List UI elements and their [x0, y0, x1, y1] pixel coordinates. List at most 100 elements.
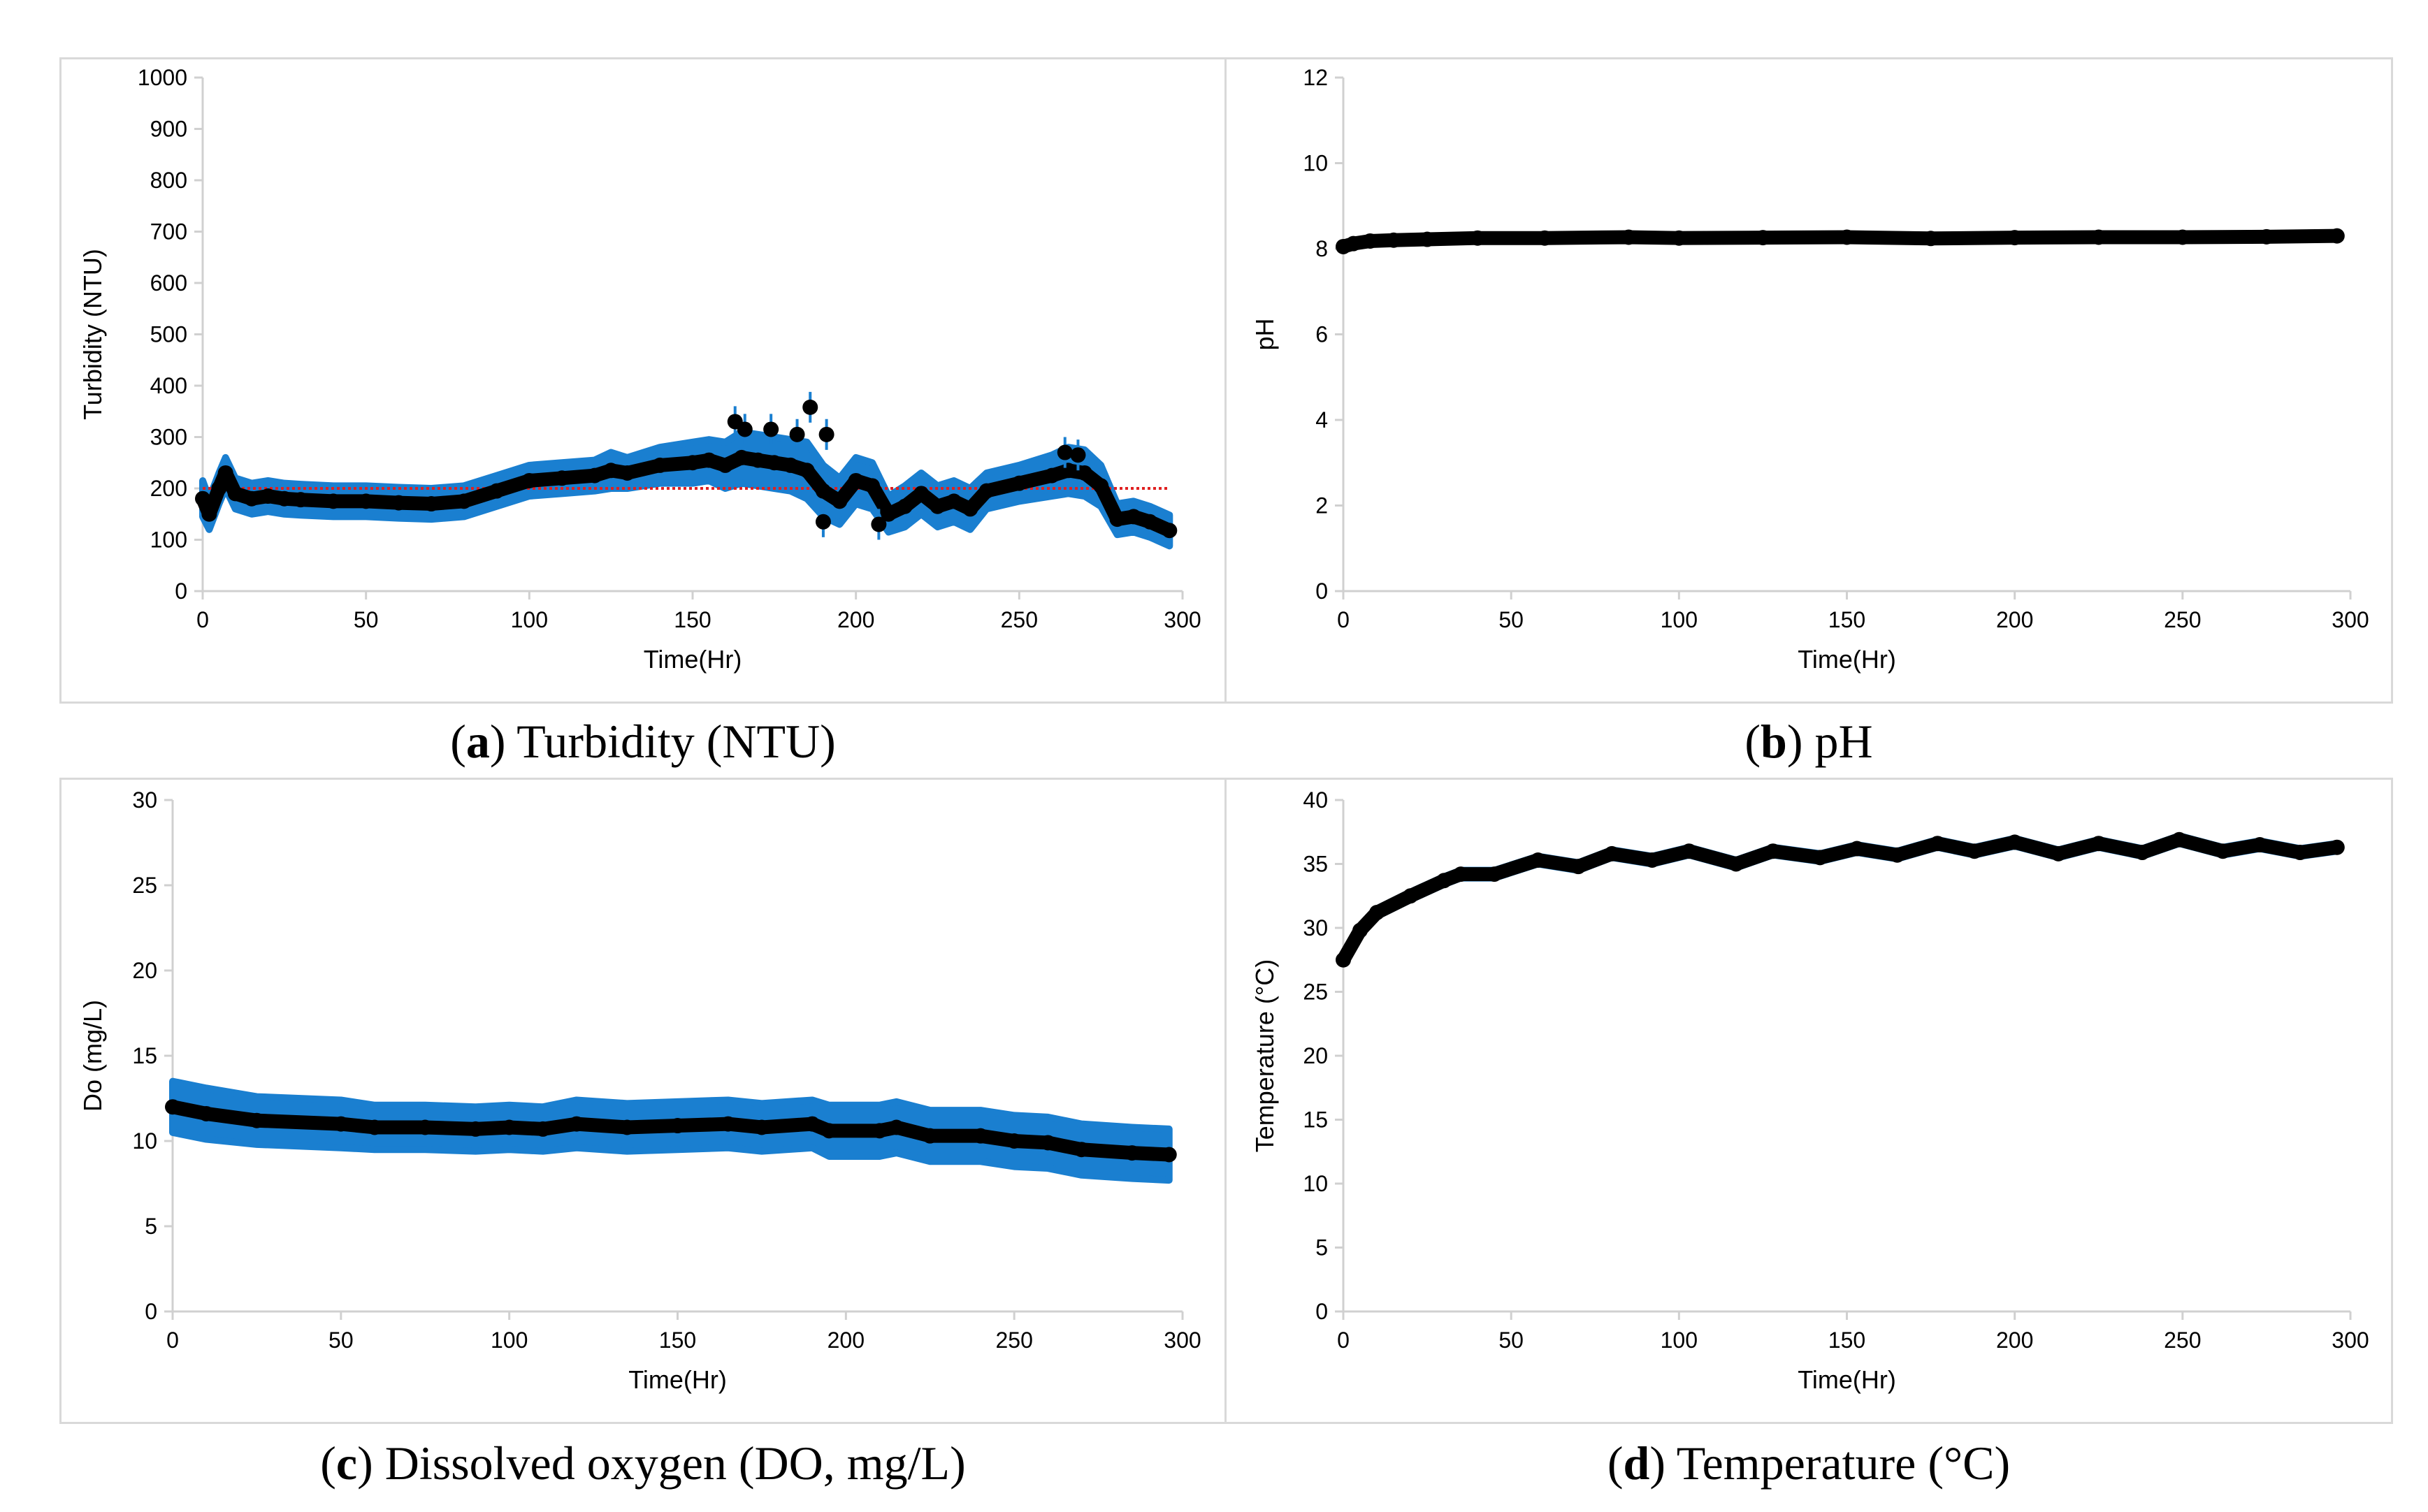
data-point	[211, 481, 227, 496]
y-tick-label: 100	[150, 528, 187, 553]
data-point	[198, 1105, 215, 1121]
outlier-point	[789, 426, 805, 442]
data-point	[1889, 847, 1905, 863]
data-point	[1362, 233, 1378, 249]
y-tick-label: 20	[1303, 1043, 1328, 1068]
x-tick-label: 250	[2164, 1328, 2201, 1353]
data-point	[766, 455, 782, 471]
data-point	[978, 483, 995, 499]
outlier-point	[815, 514, 831, 530]
x-tick-label: 0	[166, 1328, 179, 1353]
data-point	[1006, 1133, 1022, 1149]
data-point	[1040, 1135, 1056, 1151]
data-point	[424, 496, 440, 512]
data-point	[1011, 475, 1027, 491]
y-tick-label: 300	[150, 425, 187, 450]
y-tick-label: 900	[150, 117, 187, 142]
data-point	[1849, 841, 1865, 857]
data-point	[670, 1118, 686, 1134]
mean-series-line	[1336, 832, 2344, 967]
data-point	[1436, 873, 1452, 889]
data-point	[249, 1112, 265, 1128]
data-point	[2329, 839, 2345, 855]
data-point	[922, 1128, 938, 1144]
caption-d: (d) Temperature (°C)	[1607, 1437, 2011, 1490]
x-tick-label: 200	[1996, 607, 2033, 632]
y-tick-label: 6	[1315, 322, 1328, 347]
data-point	[832, 493, 848, 509]
caption-letter: a	[465, 715, 490, 768]
caption-text: Temperature (°C)	[1676, 1437, 2011, 1490]
data-point	[897, 498, 913, 514]
x-axis-title: Time(Hr)	[644, 645, 742, 674]
data-point	[1336, 952, 1351, 968]
data-point	[888, 1119, 904, 1135]
data-point	[417, 1119, 433, 1135]
y-tick-label: 10	[1303, 151, 1328, 176]
data-point	[521, 472, 537, 488]
data-point	[1403, 888, 1419, 904]
data-point	[293, 492, 309, 508]
x-axis-title: Time(Hr)	[628, 1365, 727, 1394]
data-point	[2252, 837, 2268, 853]
x-tick-label: 300	[2332, 607, 2369, 632]
data-point	[1125, 509, 1141, 525]
data-point	[799, 463, 815, 479]
caption-text: pH	[1814, 715, 1873, 768]
data-point	[2007, 230, 2023, 246]
x-tick-label: 250	[2164, 607, 2201, 632]
data-point	[325, 493, 341, 509]
x-tick-label: 50	[354, 607, 379, 632]
y-tick-label: 10	[1303, 1171, 1328, 1196]
data-point	[865, 478, 881, 494]
x-tick-label: 300	[1164, 1328, 1201, 1353]
data-point	[1162, 523, 1178, 539]
x-axis-title: Time(Hr)	[1798, 645, 1896, 674]
data-point	[244, 490, 260, 507]
data-point	[260, 488, 276, 504]
data-point	[1967, 843, 1983, 859]
caption-letter: d	[1623, 1437, 1650, 1490]
data-point	[554, 470, 570, 486]
y-axis-title: Turbidity (NTU)	[78, 249, 107, 420]
data-point	[753, 1119, 769, 1135]
data-point	[2134, 845, 2151, 861]
y-tick-label: 600	[150, 270, 187, 296]
data-point	[391, 495, 407, 511]
caption-a: (a) Turbidity (NTU)	[450, 715, 836, 768]
y-tick-label: 4	[1315, 407, 1328, 432]
data-point	[619, 465, 635, 481]
error-band	[199, 428, 1173, 550]
data-point	[2051, 845, 2067, 862]
data-point	[1644, 852, 1660, 868]
data-point	[217, 465, 233, 481]
data-point	[1386, 232, 1402, 248]
data-point	[973, 1128, 988, 1144]
y-tick-label: 15	[1303, 1107, 1328, 1133]
y-tick-label: 20	[132, 958, 157, 983]
y-tick-label: 2	[1315, 493, 1328, 518]
x-tick-label: 200	[828, 1328, 865, 1353]
data-point	[333, 1116, 349, 1132]
data-point	[1074, 1142, 1090, 1158]
data-point	[848, 472, 864, 488]
y-tick-label: 25	[1303, 980, 1328, 1005]
data-point	[913, 486, 930, 502]
data-point	[1765, 843, 1781, 859]
y-axis-title: Do (mg/L)	[78, 1000, 107, 1112]
data-point	[1930, 836, 1946, 852]
chart-a: 0 100 200 300 400 500 600 700 800 900 1000 0 50 100 15…	[78, 65, 1201, 674]
x-tick-label: 50	[1498, 607, 1524, 632]
data-point	[1124, 1145, 1140, 1161]
data-point	[1530, 852, 1546, 868]
outlier-point	[802, 399, 818, 415]
y-tick-label: 8	[1315, 236, 1328, 261]
data-point	[276, 490, 292, 507]
panel-temperature	[1224, 778, 2393, 1424]
x-tick-label: 100	[511, 607, 548, 632]
y-tick-label: 40	[1303, 787, 1328, 813]
data-point	[1812, 850, 1828, 866]
data-point	[1755, 230, 1771, 246]
outlier-point	[763, 421, 779, 437]
